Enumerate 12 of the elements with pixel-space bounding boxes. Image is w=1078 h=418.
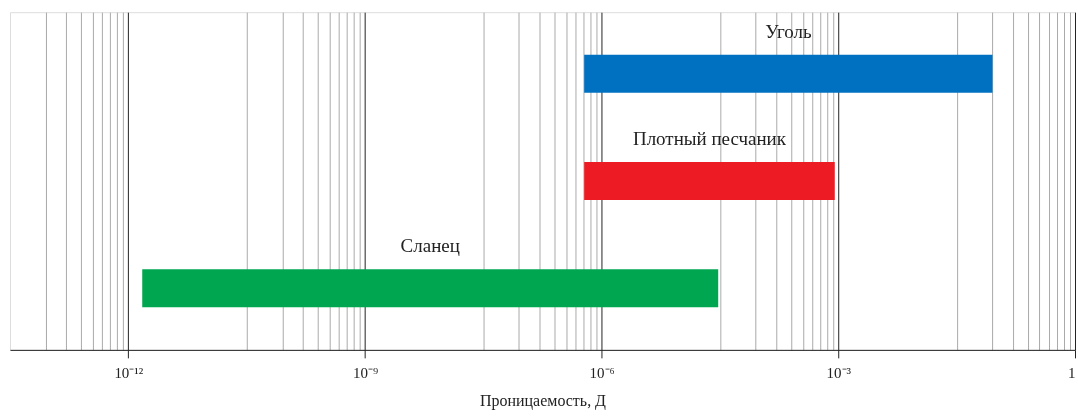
y-tick-label: Уголь <box>765 20 812 42</box>
y-tick-label: Сланец <box>400 235 460 257</box>
x-tick-label: 1 <box>1068 365 1076 382</box>
bar <box>142 269 719 308</box>
bar <box>584 54 993 93</box>
x-tick-label: 10⁻¹² <box>114 365 144 382</box>
y-tick-label: Плотный песчаник <box>632 128 787 150</box>
x-axis-title: Проницаемость, Д <box>479 392 607 411</box>
x-tick-label: 10⁻⁶ <box>589 365 615 382</box>
x-tick-label: 10⁻⁹ <box>352 365 379 382</box>
bar <box>584 162 835 201</box>
x-tick-label: 10⁻³ <box>826 365 852 382</box>
